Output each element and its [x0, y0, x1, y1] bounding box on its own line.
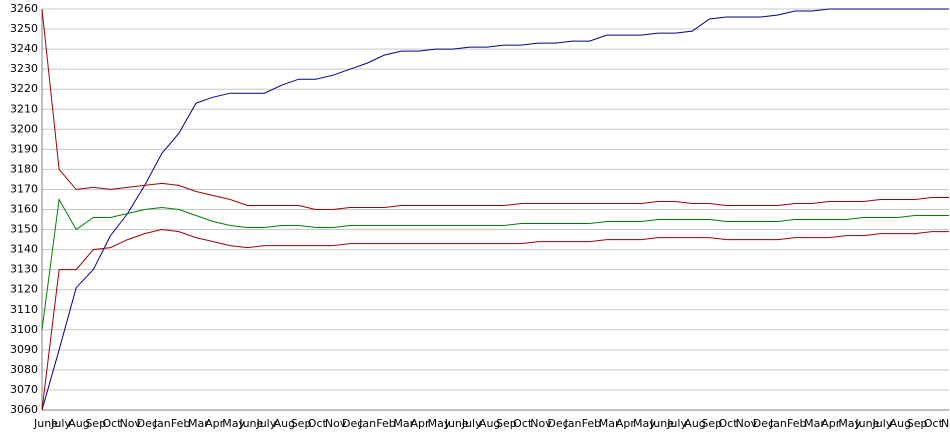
y-tick-label: 3060: [10, 403, 38, 416]
x-tick-label: Jan: [564, 417, 582, 430]
x-tick-label: June: [33, 417, 58, 430]
x-tick-label: Sep: [907, 417, 928, 430]
x-tick-label: May: [428, 417, 451, 430]
y-tick-label: 3090: [10, 343, 38, 356]
y-tick-label: 3160: [10, 203, 38, 216]
x-tick-label: Jan: [153, 417, 171, 430]
x-tick-label: Apr: [821, 417, 841, 430]
x-tick-label: July: [666, 417, 687, 430]
y-tick-label: 3240: [10, 42, 38, 55]
x-tick-label: Apr: [616, 417, 636, 430]
x-tick-label: Dec: [137, 417, 158, 430]
x-tick-label: June: [444, 417, 469, 430]
x-tick-label: Mar: [188, 417, 209, 430]
y-tick-label: 3210: [10, 102, 38, 115]
x-tick-label: Nov: [530, 417, 552, 430]
x-tick-label: Feb: [171, 417, 190, 430]
x-tick-label: Nov: [736, 417, 758, 430]
x-tick-label: Apr: [205, 417, 225, 430]
y-tick-label: 3130: [10, 263, 38, 276]
x-tick-label: Oct: [513, 417, 533, 430]
y-tick-label: 3200: [10, 122, 38, 135]
y-tick-label: 3220: [10, 82, 38, 95]
series-line: [41, 8, 949, 411]
x-tick-label: Feb: [582, 417, 601, 430]
y-tick-label: 3260: [10, 2, 38, 15]
y-tick-label: 3250: [10, 22, 38, 35]
y-tick-label: 3230: [10, 62, 38, 75]
y-tick-label: 3150: [10, 223, 38, 236]
y-tick-label: 3080: [10, 363, 38, 376]
y-tick-label: 3100: [10, 323, 38, 336]
x-tick-label: Apr: [410, 417, 430, 430]
x-tick-label: July: [255, 417, 276, 430]
x-tick-label: Mar: [393, 417, 414, 430]
y-tick-label: 3170: [10, 182, 38, 195]
x-tick-label: Oct: [719, 417, 739, 430]
x-tick-label: Nov: [941, 417, 950, 430]
x-tick-label: Oct: [308, 417, 328, 430]
x-tick-label: Nov: [325, 417, 347, 430]
x-tick-label: Mar: [599, 417, 620, 430]
x-tick-label: June: [649, 417, 674, 430]
x-tick-label: Sep: [496, 417, 517, 430]
y-tick-label: 3110: [10, 303, 38, 316]
x-tick-label: June: [238, 417, 263, 430]
x-tick-label: Sep: [291, 417, 312, 430]
series-line: [41, 8, 949, 210]
y-tick-label: 3180: [10, 162, 38, 175]
x-tick-label: Dec: [547, 417, 568, 430]
x-tick-label: Aug: [890, 417, 911, 430]
series-line: [41, 228, 949, 411]
x-tick-label: July: [872, 417, 893, 430]
x-tick-label: May: [222, 417, 245, 430]
x-tick-label: Feb: [376, 417, 395, 430]
x-tick-label: Sep: [701, 417, 722, 430]
x-tick-label: Dec: [753, 417, 774, 430]
x-tick-label: June: [854, 417, 879, 430]
x-tick-label: Aug: [274, 417, 295, 430]
y-tick-label: 3070: [10, 383, 38, 396]
x-tick-label: Nov: [120, 417, 142, 430]
x-tick-label: Aug: [68, 417, 89, 430]
x-tick-label: Mar: [804, 417, 825, 430]
x-tick-label: July: [461, 417, 482, 430]
x-tick-label: Dec: [342, 417, 363, 430]
x-tick-label: May: [633, 417, 656, 430]
series-line: [41, 197, 949, 330]
y-tick-label: 3140: [10, 243, 38, 256]
x-tick-label: Jan: [358, 417, 376, 430]
x-tick-label: Jan: [769, 417, 787, 430]
x-tick-label: May: [838, 417, 861, 430]
x-tick-label: Aug: [479, 417, 500, 430]
x-tick-label: Sep: [85, 417, 106, 430]
y-tick-label: 3190: [10, 142, 38, 155]
x-tick-label: Oct: [924, 417, 944, 430]
x-tick-label: Aug: [684, 417, 705, 430]
y-tick-label: 3120: [10, 283, 38, 296]
x-tick-label: Oct: [102, 417, 122, 430]
x-tick-label: Feb: [787, 417, 806, 430]
x-tick-label: July: [50, 417, 71, 430]
